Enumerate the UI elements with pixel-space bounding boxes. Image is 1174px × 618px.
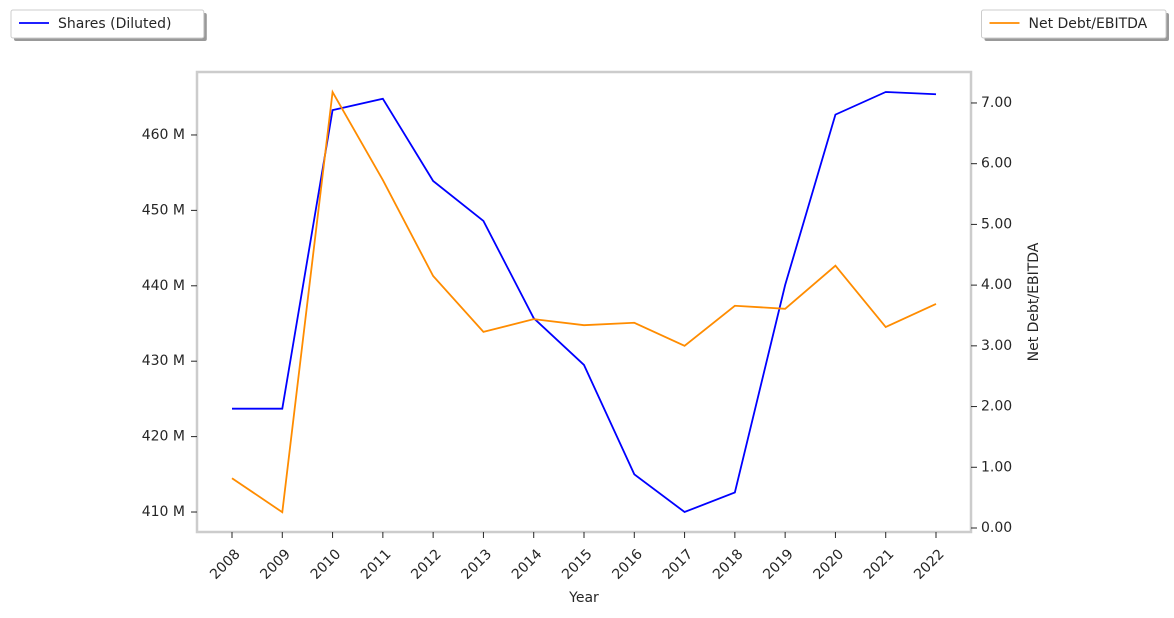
x-tick-label: 2011 [358, 546, 395, 583]
x-axis-label: Year [568, 590, 599, 606]
x-tick-label: 2012 [408, 546, 445, 583]
x-tick-label: 2010 [308, 546, 345, 583]
legend-label: Net Debt/EBITDA [1029, 16, 1148, 32]
y-tick-label: 440 M [142, 278, 185, 294]
x-tick-label: 2014 [509, 546, 546, 583]
y2-tick-label: 1.00 [981, 459, 1012, 475]
legend-label: Shares (Diluted) [58, 16, 172, 32]
y2-tick-label: 6.00 [981, 156, 1012, 172]
x-tick-label: 2018 [710, 546, 747, 583]
x-tick-label: 2015 [559, 546, 596, 583]
x-tick-label: 2009 [257, 546, 294, 583]
y2-tick-label: 7.00 [981, 95, 1012, 111]
legend: Net Debt/EBITDA [981, 9, 1169, 41]
x-tick-label: 2020 [811, 546, 848, 583]
y2-axis-label: Net Debt/EBITDA [1026, 242, 1042, 361]
y2-tick-label: 2.00 [981, 399, 1012, 415]
y2-tick-label: 0.00 [981, 520, 1012, 536]
y-tick-label: 410 M [142, 504, 185, 520]
y2-tick-label: 4.00 [981, 277, 1012, 293]
y2-tick-label: 5.00 [981, 216, 1012, 232]
series-line [231, 89, 937, 514]
x-tick-label: 2008 [207, 546, 244, 583]
y-tick-label: 460 M [142, 127, 185, 143]
legend-box [981, 9, 1167, 39]
x-tick-label: 2013 [459, 546, 496, 583]
y2-tick-label: 3.00 [981, 338, 1012, 354]
series-line [232, 91, 937, 514]
x-tick-label: 2021 [861, 546, 898, 583]
x-tick-label: 2019 [760, 546, 797, 583]
x-tick-label: 2016 [609, 546, 646, 583]
legend: Shares (Diluted) [10, 9, 207, 41]
y-tick-label: 420 M [142, 429, 185, 445]
plot-frame [195, 70, 973, 534]
legend-box [10, 9, 205, 39]
y-tick-label: 450 M [142, 202, 185, 218]
x-tick-label: 2022 [911, 546, 948, 583]
x-tick-label: 2017 [660, 546, 697, 583]
y-tick-label: 430 M [142, 353, 185, 369]
